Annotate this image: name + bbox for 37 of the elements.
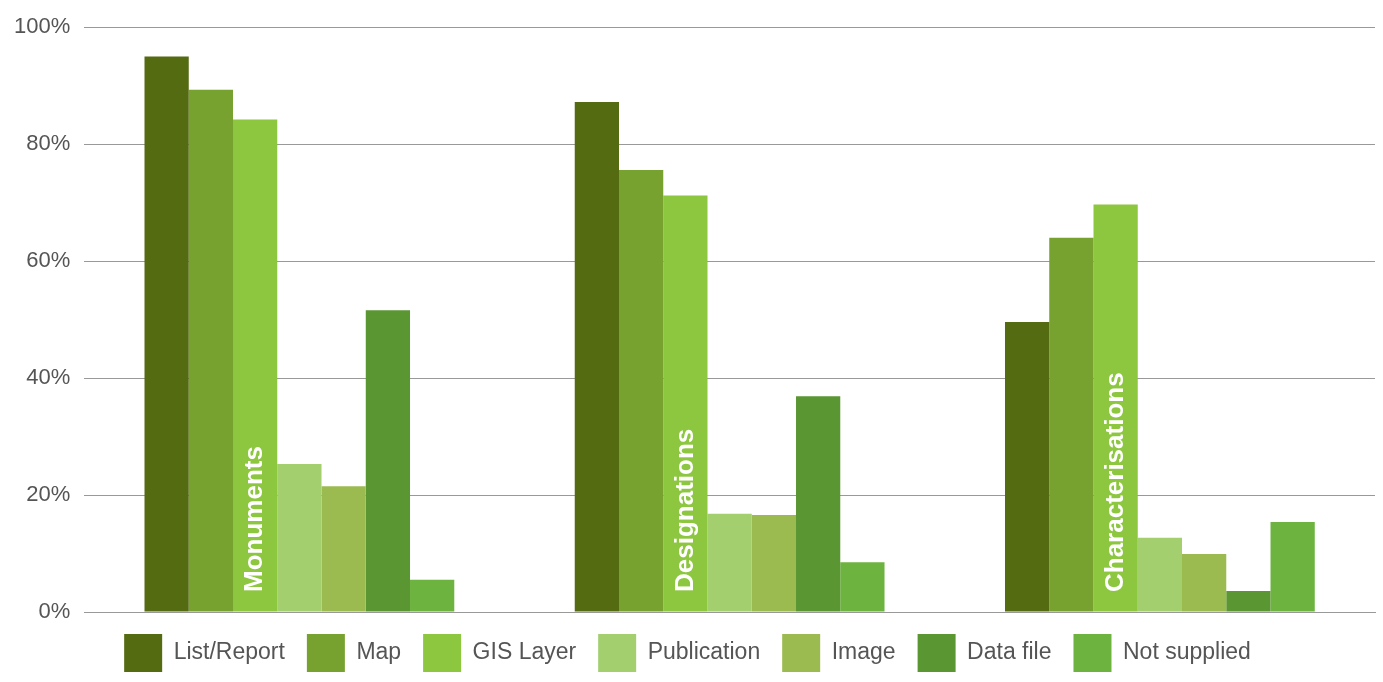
legend-label: Data file bbox=[967, 638, 1052, 665]
x-tick-label: Characterisations bbox=[1098, 372, 1129, 592]
legend-label: Image bbox=[831, 638, 896, 665]
y-tick-label: 80% bbox=[26, 130, 71, 156]
bar bbox=[1137, 537, 1183, 612]
bar bbox=[1182, 554, 1227, 612]
legend-label: Map bbox=[356, 638, 402, 665]
bar bbox=[663, 195, 708, 612]
x-tick-label: Designations bbox=[668, 428, 699, 592]
y-tick-label: 0% bbox=[38, 598, 71, 624]
x-tick-label: Monuments bbox=[238, 446, 269, 592]
bar bbox=[144, 56, 189, 612]
bar bbox=[1093, 204, 1138, 612]
bar bbox=[277, 464, 322, 612]
legend-label: GIS Layer bbox=[472, 638, 577, 665]
bar bbox=[619, 169, 664, 612]
bar bbox=[233, 119, 278, 612]
bar bbox=[751, 514, 797, 612]
y-tick-label: 60% bbox=[26, 247, 71, 273]
bar bbox=[321, 486, 366, 612]
legend-label: Not supplied bbox=[1122, 638, 1251, 665]
y-tick-label: 100% bbox=[13, 13, 71, 39]
y-tick-label: 20% bbox=[26, 481, 71, 507]
bar bbox=[707, 513, 752, 612]
y-tick-label: 40% bbox=[26, 364, 71, 390]
bar bbox=[574, 102, 619, 612]
bar bbox=[840, 562, 885, 612]
bar bbox=[1226, 590, 1271, 612]
bar bbox=[410, 579, 455, 612]
bar bbox=[365, 310, 411, 612]
legend-label: Publication bbox=[647, 638, 761, 665]
bar bbox=[796, 396, 841, 612]
bar bbox=[1049, 237, 1094, 612]
bar bbox=[1270, 521, 1315, 612]
legend-label: List/Report bbox=[173, 638, 286, 665]
bar bbox=[1004, 321, 1050, 612]
bar bbox=[188, 89, 234, 612]
